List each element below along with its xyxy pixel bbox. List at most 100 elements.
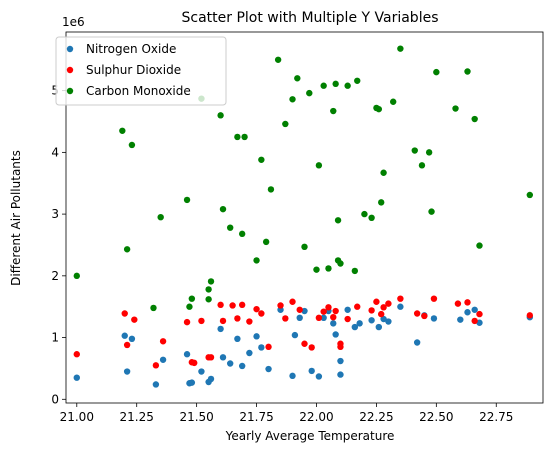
data-point xyxy=(320,308,327,315)
data-point xyxy=(207,278,215,285)
data-point xyxy=(411,147,418,154)
data-point xyxy=(380,169,387,176)
data-point xyxy=(301,340,308,347)
plot-area: 21.00 21.25 21.50 21.75 22.00 22.25 22.50 22.75… xyxy=(51,31,544,424)
data-point xyxy=(397,45,404,52)
data-point xyxy=(289,298,296,305)
data-point xyxy=(375,105,383,113)
data-point xyxy=(526,312,534,319)
series-sulphur-dioxide xyxy=(73,295,534,369)
data-point xyxy=(128,335,136,343)
data-point xyxy=(73,272,80,280)
data-point xyxy=(476,310,483,318)
data-point xyxy=(344,315,351,323)
data-point xyxy=(334,217,342,224)
data-point xyxy=(471,317,478,325)
data-point xyxy=(306,89,313,97)
x-axis-label: Yearly Average Temperature xyxy=(225,429,395,443)
data-point xyxy=(375,323,383,331)
legend-label: Sulphur Dioxide xyxy=(86,63,181,77)
data-point xyxy=(253,257,260,264)
data-point xyxy=(119,127,126,134)
data-point xyxy=(219,317,227,325)
legend-label: Nitrogen Oxide xyxy=(86,42,176,56)
data-point xyxy=(267,186,275,193)
data-point xyxy=(368,307,375,314)
data-point xyxy=(361,210,368,218)
data-point xyxy=(253,305,260,313)
data-point xyxy=(246,318,253,325)
data-point xyxy=(205,286,212,293)
data-point xyxy=(354,303,361,310)
legend: Nitrogen Oxide Sulphur Dioxide Carbon Mono… xyxy=(55,36,227,106)
data-point xyxy=(258,344,265,351)
data-point xyxy=(152,381,160,388)
data-point xyxy=(123,341,131,349)
data-point xyxy=(368,214,375,222)
x-tick-label: 22.75 xyxy=(479,410,513,424)
data-point xyxy=(351,267,359,275)
data-point xyxy=(234,133,241,141)
data-point xyxy=(378,310,385,318)
x-tick-label: 21.50 xyxy=(179,410,213,424)
x-tick-label: 21.25 xyxy=(120,410,154,424)
chart-title: Scatter Plot with Multiple Y Variables xyxy=(182,10,439,26)
data-point xyxy=(219,205,227,213)
data-point xyxy=(397,303,404,310)
data-point xyxy=(121,310,128,317)
data-point xyxy=(183,351,191,358)
data-point xyxy=(308,367,315,375)
data-point xyxy=(188,379,196,386)
data-point xyxy=(301,243,308,251)
data-point xyxy=(421,312,428,320)
data-point xyxy=(152,362,160,369)
data-point xyxy=(385,300,392,307)
data-point xyxy=(121,332,128,339)
data-point xyxy=(238,301,246,309)
data-point xyxy=(425,149,433,156)
data-point xyxy=(234,315,241,322)
data-point xyxy=(241,133,248,141)
data-point xyxy=(294,75,301,82)
data-point xyxy=(332,80,339,88)
data-point xyxy=(385,318,392,325)
data-point xyxy=(253,333,260,340)
data-point xyxy=(373,298,380,305)
y-tick-label: 4 xyxy=(51,145,59,159)
data-point xyxy=(207,354,215,361)
y-tick-label: 5 xyxy=(51,84,59,98)
data-point xyxy=(330,313,337,321)
data-point xyxy=(274,56,282,63)
data-point xyxy=(262,238,270,246)
data-point xyxy=(313,266,320,273)
x-tick-label: 22.00 xyxy=(299,410,333,424)
data-point xyxy=(354,77,361,84)
data-point xyxy=(351,323,359,331)
data-point xyxy=(73,374,80,381)
data-point xyxy=(277,302,284,309)
data-point xyxy=(356,320,363,327)
data-point xyxy=(123,368,131,375)
data-point xyxy=(380,315,387,323)
data-point xyxy=(526,191,534,199)
data-point xyxy=(207,375,215,383)
data-point xyxy=(476,319,483,326)
data-point xyxy=(205,296,212,303)
x-tick-label: 22.25 xyxy=(359,410,393,424)
data-point xyxy=(332,307,339,315)
data-point xyxy=(291,331,299,339)
data-point xyxy=(229,302,236,309)
data-point xyxy=(430,315,438,322)
legend-marker xyxy=(66,45,74,53)
data-point xyxy=(464,309,471,316)
data-point xyxy=(238,230,246,238)
data-point xyxy=(159,338,167,345)
data-point xyxy=(150,304,157,312)
data-point xyxy=(246,349,253,357)
data-point xyxy=(454,300,462,307)
data-point xyxy=(258,310,265,317)
data-point xyxy=(452,105,459,112)
y-axis-label: Different Air Pollutants xyxy=(9,150,23,286)
y-tick-label: 2 xyxy=(51,269,59,283)
